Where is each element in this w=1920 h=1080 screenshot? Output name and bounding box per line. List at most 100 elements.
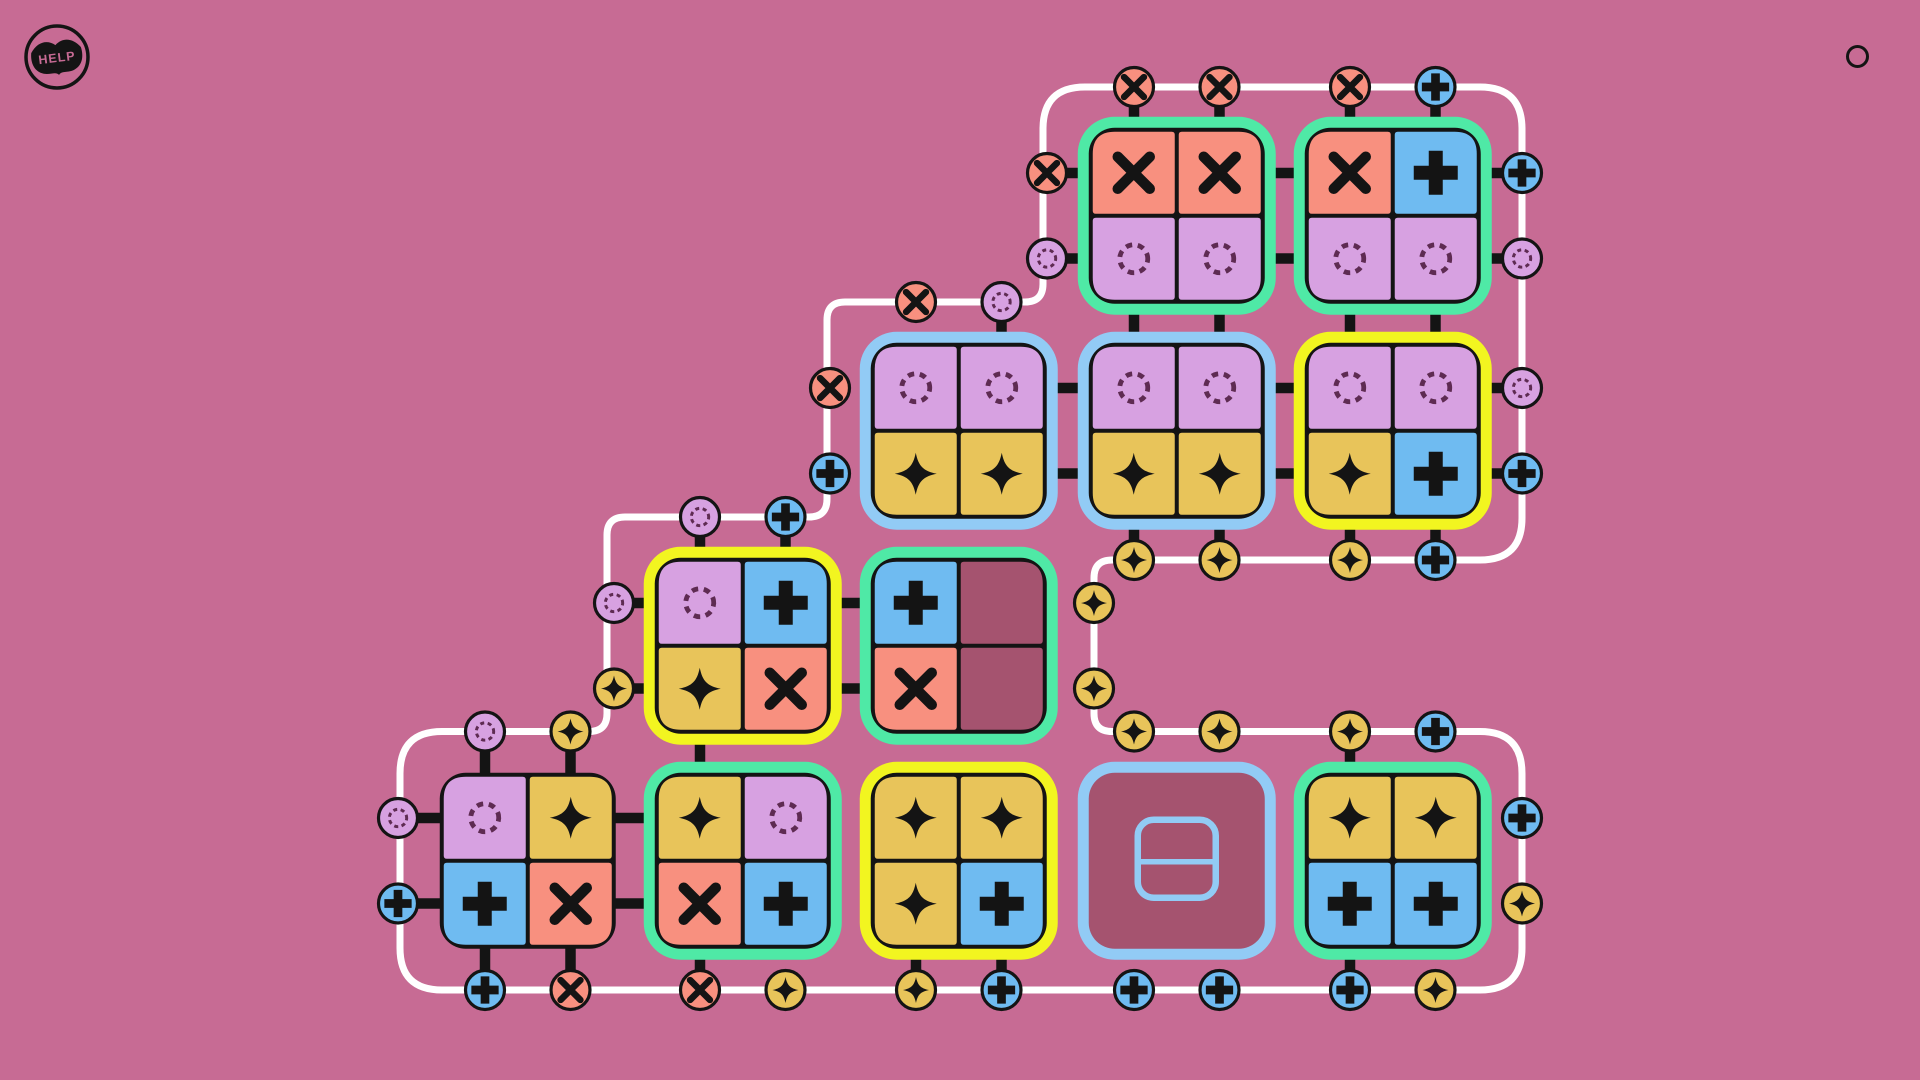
star-icon <box>549 796 592 839</box>
dashed-ring-icon <box>387 807 409 829</box>
port-times <box>894 280 938 324</box>
block-J[interactable] <box>859 761 1058 960</box>
dashed-ring-icon <box>1511 248 1533 269</box>
port-plus <box>1112 968 1156 1012</box>
help-button[interactable]: HELP <box>22 22 92 92</box>
port-times <box>808 366 852 410</box>
port-times <box>1025 151 1069 195</box>
port-ring <box>592 581 636 625</box>
times-icon <box>557 976 584 1004</box>
star-icon <box>1336 718 1364 745</box>
dashed-ring-icon <box>769 801 803 835</box>
block-I[interactable] <box>643 761 842 960</box>
times-icon <box>549 882 592 925</box>
port-plus <box>980 968 1023 1012</box>
dashed-ring-icon <box>1419 242 1453 276</box>
plus-icon <box>1205 976 1234 1004</box>
star-icon <box>894 882 937 925</box>
plus-icon <box>771 503 800 531</box>
dashed-ring-icon <box>899 371 933 405</box>
cell-ring <box>874 346 957 429</box>
star-icon <box>1336 546 1364 574</box>
port-times <box>1328 65 1372 109</box>
plus-icon <box>384 889 412 918</box>
cell-ring <box>443 776 526 859</box>
puzzle-outline-path <box>396 83 1526 994</box>
port-plus <box>1414 538 1457 582</box>
dashed-ring-icon <box>1036 248 1058 269</box>
plus-icon <box>816 459 844 488</box>
plus-icon <box>1421 717 1450 746</box>
port-times <box>1112 65 1156 109</box>
port-plus <box>764 495 807 539</box>
port-star <box>549 710 592 753</box>
dashed-ring-icon <box>1511 377 1533 399</box>
dashed-ring-icon <box>1333 371 1367 405</box>
block-D[interactable] <box>1077 331 1276 530</box>
plus-icon <box>1413 451 1458 496</box>
times-icon <box>678 882 721 925</box>
corner-circle-button[interactable] <box>1846 45 1869 68</box>
port-plus <box>463 968 507 1012</box>
times-icon <box>816 374 844 402</box>
port-star <box>894 968 938 1012</box>
port-plus <box>1500 151 1544 195</box>
dashed-ring-icon <box>689 506 711 528</box>
port-star <box>764 968 807 1012</box>
times-icon <box>1120 73 1148 101</box>
times-icon <box>764 667 807 710</box>
port-plus <box>1414 65 1457 109</box>
cell-ring <box>1308 346 1391 429</box>
plus-icon <box>1421 73 1450 101</box>
port-circle <box>463 710 507 753</box>
block-E[interactable] <box>1293 331 1492 530</box>
dashed-ring-icon <box>1117 242 1151 276</box>
block-B[interactable] <box>1293 116 1492 315</box>
times-icon <box>686 976 714 1004</box>
block-F[interactable] <box>643 546 842 745</box>
dashed-ring-icon <box>603 592 625 614</box>
port-circle <box>376 796 420 840</box>
star-icon <box>1198 452 1241 495</box>
port-ring <box>678 495 722 539</box>
plus-icon <box>462 881 507 926</box>
star-icon <box>1414 796 1457 839</box>
port-plus <box>808 452 852 495</box>
port-plus <box>1414 710 1457 753</box>
dashed-ring-icon <box>1117 371 1151 405</box>
block-A[interactable] <box>1077 116 1276 315</box>
port-plus <box>1500 452 1544 495</box>
plus-icon <box>1327 881 1372 926</box>
plus-icon <box>763 580 808 625</box>
dashed-ring-icon <box>991 291 1012 313</box>
dashed-ring-icon <box>683 586 717 620</box>
port-star <box>1328 710 1372 753</box>
cell-hole <box>960 647 1043 730</box>
cell-ring <box>1308 217 1391 300</box>
block-G[interactable] <box>859 546 1058 745</box>
cell-ring <box>1092 346 1175 429</box>
dashed-ring-icon <box>1419 371 1453 405</box>
star-icon <box>1120 546 1148 574</box>
slot-shape-icon <box>1134 816 1219 901</box>
port-star <box>592 667 636 710</box>
plus-icon <box>1336 976 1364 1004</box>
star-icon <box>1080 589 1108 617</box>
star-icon <box>1112 452 1155 495</box>
block-TRAY[interactable] <box>1077 761 1276 960</box>
plus-icon <box>1508 804 1536 832</box>
dashed-ring-icon <box>1333 242 1367 276</box>
port-plus <box>376 882 420 925</box>
star-icon <box>1422 976 1449 1004</box>
block-H[interactable] <box>439 772 616 949</box>
plus-icon <box>763 881 808 926</box>
plus-icon <box>987 976 1016 1004</box>
star-icon <box>902 976 930 1004</box>
block-K[interactable] <box>1293 761 1492 960</box>
dashed-ring-icon <box>1203 371 1237 405</box>
block-C[interactable] <box>859 331 1058 530</box>
port-circle <box>1025 237 1069 280</box>
port-times <box>1198 65 1241 109</box>
port-ring <box>376 796 420 840</box>
